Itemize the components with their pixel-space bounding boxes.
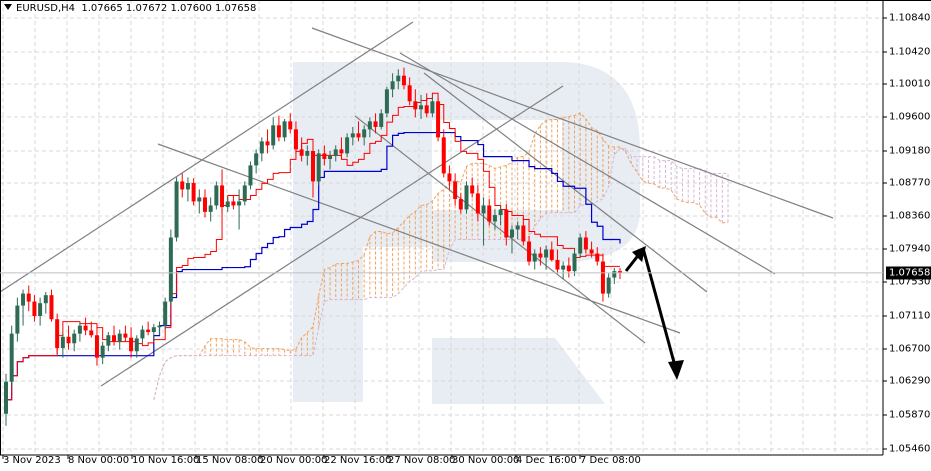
- time-tick-label: 30 Nov 00:00: [452, 455, 520, 466]
- kijun-sen-line: [6, 131, 621, 401]
- chart-grid: [0, 0, 883, 455]
- time-tick-label: 22 Nov 16:00: [324, 455, 392, 466]
- price-tick-label: 1.09180: [889, 145, 931, 157]
- time-tick-label: 15 Nov 08:00: [196, 455, 264, 466]
- price-tick-label: 1.06290: [889, 375, 931, 387]
- time-tick-label: 20 Nov 00:00: [260, 455, 328, 466]
- time-tick-label: 8 Nov 00:00: [68, 455, 130, 466]
- ohlc-open: 1.07665: [81, 3, 123, 14]
- price-tick-label: 1.07110: [889, 310, 931, 322]
- time-tick-label: 4 Dec 16:00: [516, 455, 577, 466]
- time-tick-label: 10 Nov 16:00: [132, 455, 200, 466]
- price-tick-label: 1.05460: [889, 443, 931, 455]
- ohlc-close: 1.07658: [215, 3, 257, 14]
- time-tick-label: 3 Nov 2023: [3, 455, 61, 466]
- ohlc-low: 1.07600: [170, 3, 212, 14]
- price-tick-label: 1.08360: [889, 210, 931, 222]
- dropdown-triangle-icon[interactable]: [4, 4, 12, 10]
- price-tick-label: 1.10010: [889, 78, 931, 90]
- ohlc-high: 1.07672: [125, 3, 168, 14]
- symbol-timeframe: EURUSD,H4: [16, 3, 76, 14]
- price-tick-label: 1.06700: [889, 343, 931, 355]
- forecast-arrows[interactable]: [624, 246, 684, 380]
- current-price-badge: 1.07658: [886, 266, 931, 280]
- price-tick-label: 1.10840: [889, 12, 931, 24]
- price-tick-label: 1.09600: [889, 111, 931, 123]
- price-tick-label: 1.10420: [889, 46, 931, 58]
- time-tick-label: 27 Nov 08:00: [388, 455, 456, 466]
- symbol-header[interactable]: EURUSD,H4 1.07665 1.07672 1.07600 1.0765…: [4, 3, 259, 14]
- trend-lines[interactable]: [0, 21, 834, 420]
- price-tick-label: 1.07940: [889, 243, 931, 255]
- time-tick-label: 7 Dec 08:00: [580, 455, 641, 466]
- price-tick-label: 1.05870: [889, 409, 931, 421]
- chart-axes: [0, 0, 931, 459]
- price-tick-label: 1.07530: [889, 276, 931, 288]
- candlesticks: [4, 67, 622, 426]
- price-tick-label: 1.08770: [889, 177, 931, 189]
